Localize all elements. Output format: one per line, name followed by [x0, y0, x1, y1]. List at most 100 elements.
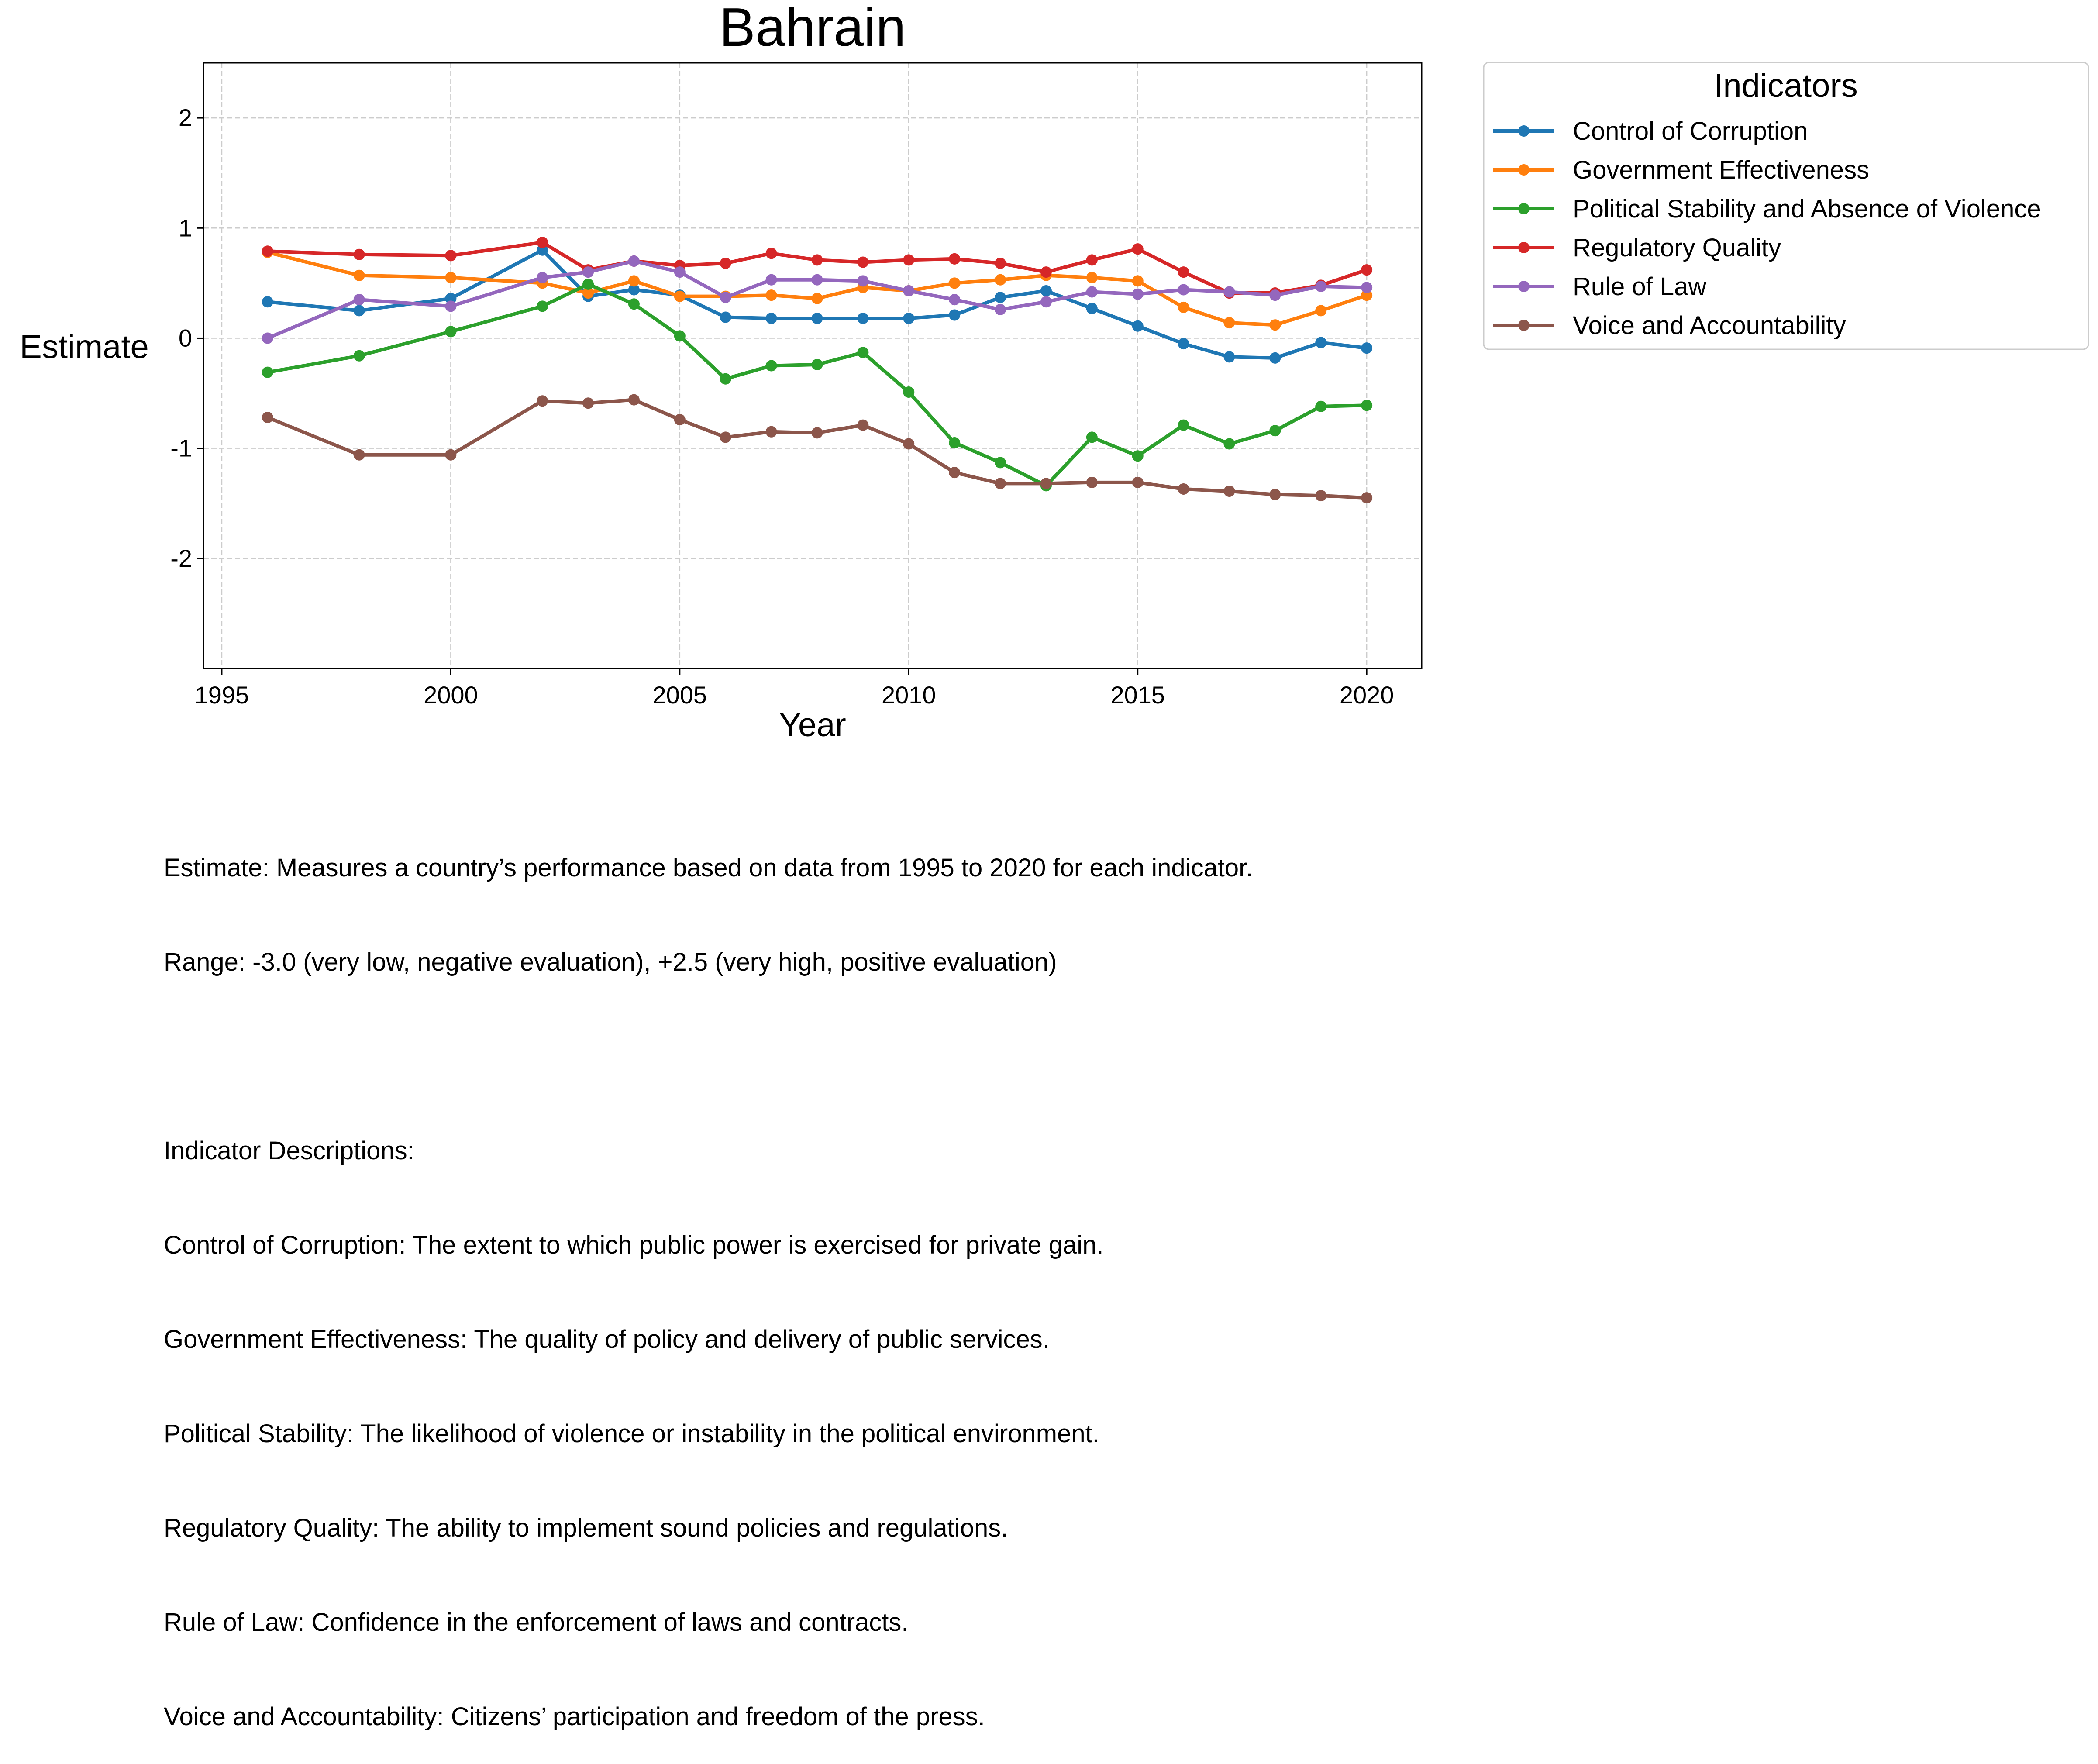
caption-line-descriptions-heading: Indicator Descriptions:: [164, 1137, 414, 1165]
legend-entries: Control of Corruption Government Effectiv…: [1493, 117, 2041, 340]
data-point: [1086, 476, 1098, 488]
data-point: [857, 313, 869, 324]
data-point: [1086, 286, 1098, 298]
chart-title: Bahrain: [719, 0, 906, 58]
data-point: [949, 309, 961, 321]
legend-label: Voice and Accountability: [1573, 311, 1846, 340]
data-point: [811, 313, 823, 324]
data-point: [1361, 492, 1373, 504]
data-point: [1178, 284, 1189, 296]
caption-line-government-effectiveness: Government Effectiveness: The quality of…: [164, 1325, 1050, 1354]
data-point: [1132, 288, 1144, 300]
series-voice-and-accountability: [262, 394, 1373, 504]
data-point: [720, 373, 731, 385]
data-point: [1361, 342, 1373, 354]
grid: [203, 63, 1422, 668]
y-tick-label: 2: [179, 104, 192, 131]
x-axis-label: Year: [779, 706, 846, 744]
legend: Indicators Control of Corruption Governme…: [1483, 62, 2089, 350]
data-point: [445, 300, 457, 312]
legend-label: Regulatory Quality: [1573, 234, 1781, 262]
legend-label: Government Effectiveness: [1573, 156, 1869, 184]
data-point: [353, 269, 365, 281]
data-point: [1178, 301, 1189, 313]
data-point: [262, 296, 273, 308]
data-point: [1269, 319, 1281, 331]
legend-entry: Control of Corruption: [1493, 117, 1808, 145]
legend-label: Political Stability and Absence of Viole…: [1573, 195, 2041, 223]
data-point: [1178, 483, 1189, 495]
data-point: [628, 298, 640, 310]
data-point: [1132, 450, 1144, 462]
caption-line-control-of-corruption: Control of Corruption: The extent to whi…: [164, 1231, 1104, 1259]
data-point: [765, 313, 777, 324]
legend-label: Rule of Law: [1573, 272, 1707, 301]
data-point: [811, 293, 823, 304]
data-point: [353, 449, 365, 461]
data-point: [765, 360, 777, 372]
data-point: [1178, 266, 1189, 278]
data-point: [857, 275, 869, 287]
data-point: [1040, 478, 1052, 489]
data-point: [720, 292, 731, 303]
data-point: [765, 426, 777, 438]
data-point: [995, 303, 1006, 315]
data-point: [995, 257, 1006, 269]
legend-marker: [1518, 242, 1530, 253]
data-point: [1040, 285, 1052, 297]
series-line: [267, 250, 1368, 327]
data-point: [537, 272, 548, 283]
data-point: [811, 427, 823, 439]
data-point: [1223, 286, 1235, 298]
data-point: [1269, 489, 1281, 500]
data-point: [445, 250, 457, 262]
caption-line-blank: [164, 1041, 1253, 1072]
data-point: [811, 254, 823, 266]
data-point: [262, 412, 273, 424]
data-point: [582, 397, 594, 409]
legend-title: Indicators: [1714, 67, 1858, 104]
caption-line-voice-and-accountability: Voice and Accountability: Citizens’ part…: [164, 1702, 985, 1731]
data-point: [857, 419, 869, 431]
data-point: [445, 326, 457, 338]
data-point: [582, 287, 594, 299]
legend-marker: [1518, 320, 1530, 331]
legend-marker: [1518, 164, 1530, 176]
data-point: [1269, 352, 1281, 364]
data-point: [720, 311, 731, 323]
data-point: [537, 395, 548, 407]
data-point: [262, 366, 273, 378]
data-point: [765, 274, 777, 286]
data-point: [1315, 490, 1327, 502]
data-point: [1086, 254, 1098, 266]
data-point: [353, 248, 365, 260]
data-point: [811, 274, 823, 286]
data-point: [903, 313, 915, 324]
data-point: [903, 285, 915, 297]
data-point: [628, 284, 640, 296]
data-point: [995, 292, 1006, 303]
y-tick-label: -1: [170, 434, 192, 462]
data-point: [811, 358, 823, 370]
data-point: [995, 457, 1006, 469]
data-point: [903, 438, 915, 450]
data-point: [628, 394, 640, 406]
data-point: [1086, 431, 1098, 443]
data-point: [1223, 438, 1235, 450]
series-line: [267, 241, 1368, 295]
legend-marker: [1518, 125, 1530, 137]
caption-line-rule-of-law: Rule of Law: Confidence in the enforceme…: [164, 1608, 909, 1637]
data-point: [1223, 485, 1235, 497]
data-point: [857, 347, 869, 358]
plot-frame: [203, 62, 1423, 669]
data-point: [995, 274, 1006, 286]
data-point: [674, 414, 686, 426]
x-tick-label: 2010: [882, 681, 936, 709]
series-political-stability-and-absence-of-violence: [262, 278, 1373, 492]
x-tick-label: 2000: [424, 681, 478, 709]
data-point: [1132, 275, 1144, 287]
legend-marker: [1518, 281, 1530, 292]
data-point: [995, 478, 1006, 489]
data-point: [1178, 338, 1189, 350]
data-point: [262, 332, 273, 344]
